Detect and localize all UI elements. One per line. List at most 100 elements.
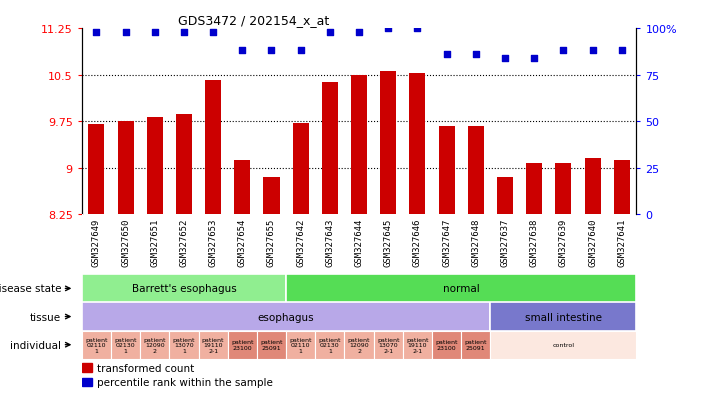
Bar	[111, 331, 140, 359]
Bar	[140, 331, 169, 359]
Text: patient
02130
1: patient 02130 1	[319, 337, 341, 353]
Text: GSM327646: GSM327646	[413, 218, 422, 266]
Point	[120, 29, 132, 36]
Point	[178, 29, 190, 36]
Text: esophagus: esophagus	[258, 312, 314, 322]
Bar	[491, 331, 636, 359]
Bar	[257, 331, 286, 359]
Bar	[351, 75, 367, 215]
Text: individual: individual	[10, 340, 61, 350]
Bar	[497, 178, 513, 215]
Text: normal: normal	[443, 284, 480, 294]
Bar	[82, 275, 286, 303]
Text: tissue: tissue	[30, 312, 61, 322]
Point	[499, 55, 510, 62]
Text: GSM327653: GSM327653	[208, 218, 218, 266]
Bar	[461, 331, 491, 359]
Text: patient
12090
2: patient 12090 2	[144, 337, 166, 353]
Bar	[432, 331, 461, 359]
Text: GSM327644: GSM327644	[355, 218, 363, 266]
Bar	[526, 163, 542, 215]
Text: GSM327642: GSM327642	[296, 218, 305, 266]
Point	[470, 52, 481, 58]
Point	[295, 48, 306, 55]
Bar	[205, 80, 221, 215]
Bar	[322, 83, 338, 215]
Text: patient
23100: patient 23100	[435, 339, 458, 350]
Bar	[235, 161, 250, 215]
Text: patient
25091: patient 25091	[464, 339, 487, 350]
Point	[237, 48, 248, 55]
Text: GSM327641: GSM327641	[617, 218, 626, 266]
Bar	[286, 275, 636, 303]
Bar	[315, 331, 344, 359]
Bar	[403, 331, 432, 359]
Text: GSM327637: GSM327637	[501, 218, 510, 266]
Bar	[198, 331, 228, 359]
Point	[587, 48, 598, 55]
Point	[324, 29, 336, 36]
Text: patient
23100: patient 23100	[231, 339, 254, 350]
Bar	[82, 303, 491, 331]
Bar	[468, 127, 483, 215]
Text: patient
13070
1: patient 13070 1	[173, 337, 196, 353]
Text: GSM327640: GSM327640	[588, 218, 597, 266]
Bar	[228, 331, 257, 359]
Text: GSM327654: GSM327654	[237, 218, 247, 266]
Text: GSM327648: GSM327648	[471, 218, 481, 266]
Bar	[380, 72, 396, 215]
Bar	[169, 331, 198, 359]
Text: disease state: disease state	[0, 284, 61, 294]
Bar	[293, 123, 309, 215]
Text: patient
12090
2: patient 12090 2	[348, 337, 370, 353]
Bar	[176, 114, 192, 215]
Text: small intestine: small intestine	[525, 312, 602, 322]
Bar	[410, 74, 425, 215]
Text: patient
02110
1: patient 02110 1	[85, 337, 107, 353]
Point	[441, 52, 452, 58]
Bar	[82, 331, 111, 359]
Text: patient
25091: patient 25091	[260, 339, 283, 350]
Bar	[146, 117, 163, 215]
Bar	[344, 331, 374, 359]
Bar	[82, 378, 92, 387]
Text: GDS3472 / 202154_x_at: GDS3472 / 202154_x_at	[178, 14, 329, 27]
Text: GSM327651: GSM327651	[150, 218, 159, 266]
Bar	[439, 127, 454, 215]
Text: patient
19110
2-1: patient 19110 2-1	[406, 337, 429, 353]
Bar	[82, 363, 92, 372]
Text: transformed count: transformed count	[97, 363, 195, 373]
Bar	[117, 122, 134, 215]
Text: GSM327638: GSM327638	[530, 218, 539, 266]
Text: patient
02110
1: patient 02110 1	[289, 337, 312, 353]
Bar	[555, 163, 572, 215]
Point	[383, 26, 394, 32]
Text: GSM327643: GSM327643	[326, 218, 334, 266]
Point	[412, 26, 423, 32]
Text: patient
19110
2-1: patient 19110 2-1	[202, 337, 225, 353]
Point	[266, 48, 277, 55]
Point	[149, 29, 161, 36]
Bar	[584, 159, 601, 215]
Point	[616, 48, 627, 55]
Point	[208, 29, 219, 36]
Text: GSM327649: GSM327649	[92, 218, 101, 266]
Text: patient
02130
1: patient 02130 1	[114, 337, 137, 353]
Point	[528, 55, 540, 62]
Text: GSM327652: GSM327652	[179, 218, 188, 266]
Point	[557, 48, 569, 55]
Text: GSM327650: GSM327650	[121, 218, 130, 266]
Bar	[264, 178, 279, 215]
Bar	[614, 161, 630, 215]
Text: percentile rank within the sample: percentile rank within the sample	[97, 377, 273, 387]
Point	[91, 29, 102, 36]
Text: GSM327655: GSM327655	[267, 218, 276, 266]
Text: Barrett's esophagus: Barrett's esophagus	[132, 284, 236, 294]
Bar	[88, 125, 105, 215]
Text: GSM327647: GSM327647	[442, 218, 451, 266]
Text: GSM327645: GSM327645	[384, 218, 392, 266]
Point	[353, 29, 365, 36]
Text: patient
13070
2-1: patient 13070 2-1	[377, 337, 400, 353]
Bar	[286, 331, 315, 359]
Text: GSM327639: GSM327639	[559, 218, 568, 266]
